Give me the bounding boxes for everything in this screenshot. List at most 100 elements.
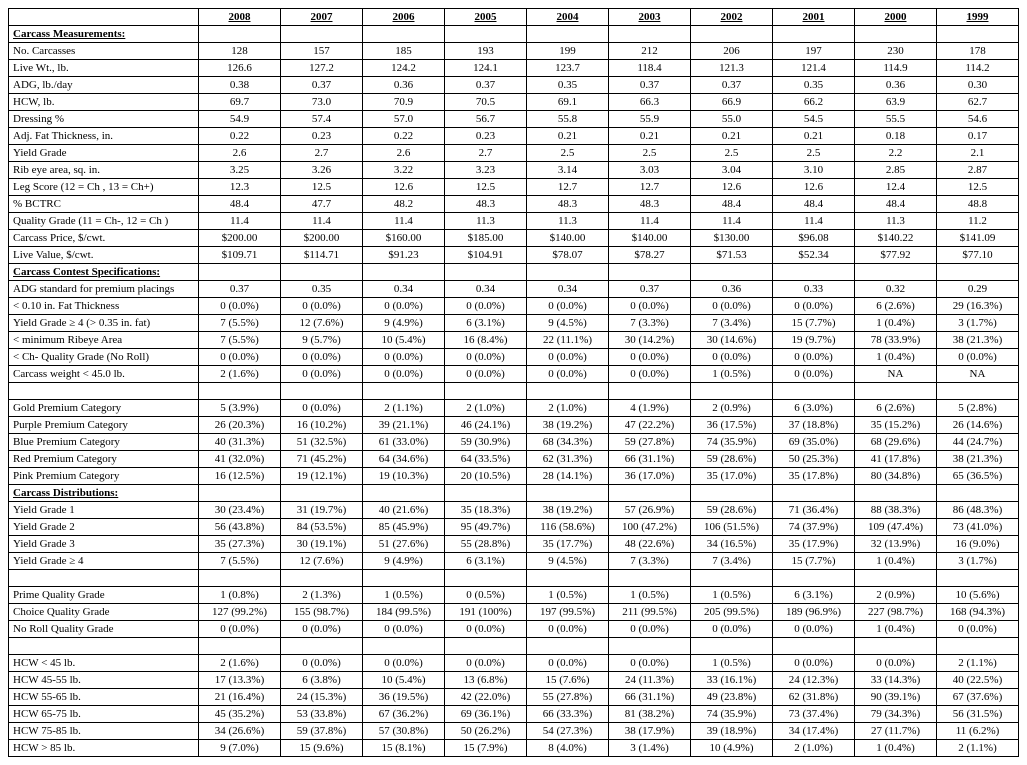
data-cell: 1 (0.4%)	[855, 621, 937, 638]
data-cell: 36 (17.5%)	[691, 417, 773, 434]
spacer-cell	[937, 383, 1019, 400]
data-cell: $140.00	[609, 230, 691, 247]
year-header: 2007	[281, 9, 363, 26]
spacer-cell	[937, 638, 1019, 655]
data-cell: 12.6	[773, 179, 855, 196]
spacer-cell	[9, 570, 199, 587]
table-row: Rib eye area, sq. in.3.253.263.223.233.1…	[9, 162, 1019, 179]
data-cell: 48.4	[773, 196, 855, 213]
row-label: Choice Quality Grade	[9, 604, 199, 621]
row-label: Yield Grade 2	[9, 519, 199, 536]
data-cell: 50 (25.3%)	[773, 451, 855, 468]
data-cell: 0 (0.0%)	[363, 298, 445, 315]
data-cell: 12.7	[609, 179, 691, 196]
data-cell: 5 (2.8%)	[937, 400, 1019, 417]
spacer-cell	[773, 570, 855, 587]
spacer-cell	[281, 383, 363, 400]
data-cell: $160.00	[363, 230, 445, 247]
data-cell: 116 (58.6%)	[527, 519, 609, 536]
data-cell: $185.00	[445, 230, 527, 247]
data-cell: 0 (0.0%)	[281, 621, 363, 638]
year-header: 2002	[691, 9, 773, 26]
data-cell: 71 (36.4%)	[773, 502, 855, 519]
data-cell: 11.4	[199, 213, 281, 230]
row-label: No Roll Quality Grade	[9, 621, 199, 638]
empty-cell	[527, 485, 609, 502]
row-label: ADG, lb./day	[9, 77, 199, 94]
empty-cell	[773, 26, 855, 43]
data-cell: 11.4	[281, 213, 363, 230]
empty-cell	[609, 26, 691, 43]
data-cell: 9 (7.0%)	[199, 740, 281, 757]
data-cell: 2.5	[691, 145, 773, 162]
data-cell: 28 (14.1%)	[527, 468, 609, 485]
data-cell: 26 (20.3%)	[199, 417, 281, 434]
data-cell: 19 (9.7%)	[773, 332, 855, 349]
table-row: Carcass weight < 45.0 lb.2 (1.6%)0 (0.0%…	[9, 366, 1019, 383]
data-cell: 12 (7.6%)	[281, 553, 363, 570]
data-cell: 46 (24.1%)	[445, 417, 527, 434]
table-row: Pink Premium Category16 (12.5%)19 (12.1%…	[9, 468, 1019, 485]
data-cell: 0.34	[527, 281, 609, 298]
data-cell: 0.35	[527, 77, 609, 94]
data-cell: 193	[445, 43, 527, 60]
row-label: HCW > 85 lb.	[9, 740, 199, 757]
data-cell: 0.37	[199, 281, 281, 298]
row-label: ADG standard for premium placings	[9, 281, 199, 298]
data-cell: 1 (0.5%)	[691, 655, 773, 672]
data-cell: 118.4	[609, 60, 691, 77]
row-label: HCW, lb.	[9, 94, 199, 111]
data-cell: 55.9	[609, 111, 691, 128]
data-cell: 1 (0.5%)	[609, 587, 691, 604]
data-cell: $77.10	[937, 247, 1019, 264]
data-cell: $200.00	[281, 230, 363, 247]
table-row: Red Premium Category41 (32.0%)71 (45.2%)…	[9, 451, 1019, 468]
data-cell: 53 (33.8%)	[281, 706, 363, 723]
table-body: Carcass Measurements:No. Carcasses128157…	[9, 26, 1019, 757]
spacer-cell	[445, 570, 527, 587]
spacer-cell	[445, 638, 527, 655]
data-cell: $130.00	[691, 230, 773, 247]
data-cell: $109.71	[199, 247, 281, 264]
data-cell: 27 (11.7%)	[855, 723, 937, 740]
spacer-cell	[199, 638, 281, 655]
data-cell: 0 (0.0%)	[609, 298, 691, 315]
data-cell: 19 (12.1%)	[281, 468, 363, 485]
table-row: ADG, lb./day0.380.370.360.370.350.370.37…	[9, 77, 1019, 94]
row-label: Quality Grade (11 = Ch-, 12 = Ch )	[9, 213, 199, 230]
year-header: 2001	[773, 9, 855, 26]
data-cell: 15 (7.7%)	[773, 315, 855, 332]
table-row: Blue Premium Category40 (31.3%)51 (32.5%…	[9, 434, 1019, 451]
data-cell: 15 (7.6%)	[527, 672, 609, 689]
spacer-cell	[527, 638, 609, 655]
data-cell: 1 (0.4%)	[855, 349, 937, 366]
data-cell: 10 (5.6%)	[937, 587, 1019, 604]
data-cell: 127 (99.2%)	[199, 604, 281, 621]
data-cell: 24 (11.3%)	[609, 672, 691, 689]
data-cell: 0.29	[937, 281, 1019, 298]
data-cell: 0.35	[281, 281, 363, 298]
data-cell: 70.5	[445, 94, 527, 111]
table-row: Yield Grade 256 (43.8%)84 (53.5%)85 (45.…	[9, 519, 1019, 536]
table-row	[9, 638, 1019, 655]
data-cell: 3.25	[199, 162, 281, 179]
data-cell: 2 (1.6%)	[199, 366, 281, 383]
data-cell: 35 (27.3%)	[199, 536, 281, 553]
data-cell: 0 (0.0%)	[609, 621, 691, 638]
table-row	[9, 383, 1019, 400]
data-cell: 78 (33.9%)	[855, 332, 937, 349]
data-cell: 15 (8.1%)	[363, 740, 445, 757]
spacer-cell	[281, 638, 363, 655]
data-cell: 2 (1.0%)	[773, 740, 855, 757]
data-cell: 68 (29.6%)	[855, 434, 937, 451]
data-cell: $96.08	[773, 230, 855, 247]
data-cell: $104.91	[445, 247, 527, 264]
data-cell: NA	[937, 366, 1019, 383]
spacer-cell	[445, 383, 527, 400]
data-cell: 0.36	[691, 281, 773, 298]
data-cell: 55.5	[855, 111, 937, 128]
data-cell: 1 (0.5%)	[691, 366, 773, 383]
data-cell: $77.92	[855, 247, 937, 264]
data-cell: 47.7	[281, 196, 363, 213]
table-row: Yield Grade2.62.72.62.72.52.52.52.52.22.…	[9, 145, 1019, 162]
